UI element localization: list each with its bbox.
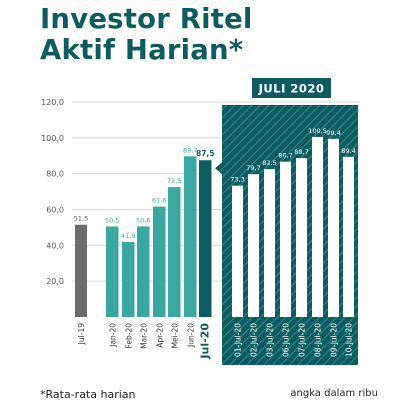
category-label: Mei-20: [170, 323, 179, 349]
bar: [296, 158, 307, 317]
y-tick-label: 20,0: [46, 277, 64, 286]
category-label: 07-Jul-20: [298, 323, 307, 357]
bar: [106, 226, 119, 317]
bar: [343, 156, 354, 317]
data-label: 41,9: [121, 232, 135, 240]
data-label: 89,4: [341, 147, 355, 155]
y-tick-label: 40,0: [46, 241, 64, 250]
category-label: Mar-20: [139, 323, 148, 349]
category-label: 10-Jul-20: [345, 323, 354, 357]
bar: [122, 241, 135, 317]
bar: [264, 169, 275, 317]
data-label: 82,5: [262, 159, 276, 167]
units-note: angka dalam ribu: [290, 388, 378, 399]
title-line-1: Investor Ritel: [40, 3, 253, 35]
data-label: 87,5: [196, 149, 215, 158]
y-tick-label: 120,0: [41, 98, 64, 107]
bar: [184, 156, 197, 317]
bar: [168, 187, 181, 317]
footnote: *Rata-rata harian: [40, 388, 136, 401]
data-label: 50,6: [136, 216, 150, 224]
bar: [312, 136, 323, 317]
category-label: Jul-19: [77, 323, 86, 346]
category-label: Jan-20: [108, 323, 117, 348]
data-label: 51,5: [74, 215, 88, 223]
category-label: 03-Jul-20: [266, 323, 275, 357]
category-label: 01-Jul-20: [234, 323, 243, 357]
bar: [232, 185, 243, 317]
title-line-2: Aktif Harian*: [40, 34, 244, 66]
data-label: 50,5: [105, 217, 119, 225]
category-label: 09-Jul-20: [330, 323, 339, 357]
category-label: 02-Jul-20: [250, 323, 259, 357]
data-label: 89,7: [183, 146, 197, 154]
bar: [280, 161, 291, 317]
data-label: 79,7: [246, 164, 260, 172]
y-tick-label: 80,0: [46, 170, 64, 179]
bar: [328, 138, 339, 317]
data-label: 88,7: [294, 148, 308, 156]
bar: [248, 174, 259, 317]
data-label: 73,3: [230, 176, 244, 184]
panel-label-box: [252, 78, 331, 98]
panel-label: JULI 2020: [258, 82, 325, 96]
bar: [137, 226, 150, 317]
category-label: Feb-20: [124, 323, 133, 349]
data-label: 86,7: [278, 152, 292, 160]
data-label: 99,4: [326, 129, 340, 137]
data-label: 61,6: [152, 197, 166, 205]
category-label: 08-Jul-20: [314, 323, 323, 357]
data-label: 72,5: [167, 177, 181, 185]
y-tick-label: 100,0: [41, 134, 64, 143]
y-tick-label: 60,0: [46, 206, 64, 215]
category-label: Apr-20: [155, 323, 164, 348]
data-label: 100,5: [308, 127, 327, 135]
bar: [153, 206, 166, 317]
category-label: 06-Jul-20: [282, 323, 291, 357]
category-label: Jul-20: [198, 323, 211, 360]
bars: [75, 136, 354, 317]
labels: 20,0 40,0 60,0 80,0 100,0 120,0 51,5 Jul-19 50,5…: [41, 98, 356, 360]
category-label: Jun-20: [186, 323, 195, 348]
bar: [75, 224, 87, 317]
bar: [199, 160, 212, 317]
chart-title: Investor Ritel Aktif Harian*: [40, 4, 253, 66]
